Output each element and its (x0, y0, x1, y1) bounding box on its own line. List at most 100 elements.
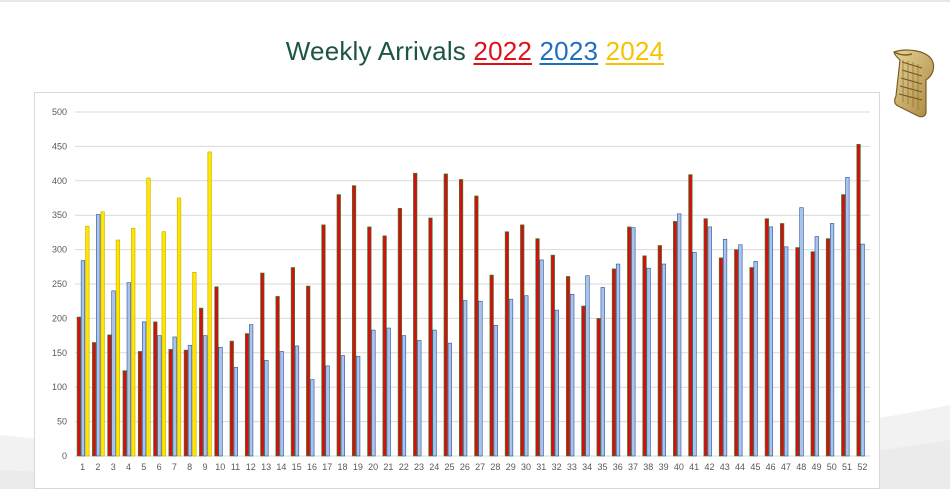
x-tick-label-48: 48 (796, 462, 806, 472)
bar-2022-week-9 (199, 307, 204, 457)
y-tick-label-450: 450 (52, 141, 67, 151)
bar-2022-week-13 (260, 272, 265, 457)
bar-2022-week-52 (856, 144, 861, 457)
y-tick-label-500: 500 (52, 107, 67, 117)
bar-2022-week-42 (703, 218, 708, 457)
bar-2023-week-19 (356, 355, 361, 457)
bar-2022-week-35 (596, 318, 601, 457)
bar-2022-week-17 (321, 224, 326, 457)
bar-2023-week-41 (692, 252, 697, 457)
page-title: Weekly Arrivals 2022 2023 2024 (0, 36, 950, 67)
bar-2023-week-43 (722, 238, 728, 457)
bar-2023-week-14 (279, 351, 284, 457)
bar-2023-week-31 (539, 259, 544, 457)
bar-2023-week-24 (432, 329, 437, 457)
x-tick-label-4: 4 (126, 462, 131, 472)
y-tick-label-350: 350 (52, 210, 67, 220)
x-tick-label-43: 43 (720, 462, 730, 472)
bar-2023-week-30 (524, 295, 529, 457)
x-tick-label-22: 22 (399, 462, 409, 472)
title-prefix: Weekly Arrivals (285, 36, 474, 66)
x-tick-label-38: 38 (643, 462, 653, 472)
bar-2022-week-22 (397, 208, 403, 457)
chart-area: 0 50 100 150 200 250 300 350 400 450 500 1 2 3 4 5 6 7 8 9 1… (34, 92, 880, 489)
bar-2024-week-8 (192, 272, 197, 457)
bar-2023-week-38 (646, 267, 651, 457)
x-tick-label-6: 6 (157, 462, 162, 472)
bar-2023-week-33 (570, 294, 575, 457)
x-tick-label-27: 27 (475, 462, 485, 472)
bar-2024-week-3 (115, 239, 121, 457)
bar-2023-week-17 (325, 365, 330, 457)
bar-2022-week-10 (214, 286, 219, 457)
bar-2023-week-34 (585, 275, 590, 457)
bar-2023-week-27 (478, 300, 483, 457)
bar-2022-week-27 (474, 195, 479, 457)
bar-2024-week-4 (131, 227, 136, 457)
bar-2024-week-7 (176, 197, 182, 457)
x-tick-label-21: 21 (383, 462, 393, 472)
bar-2023-week-7 (172, 336, 177, 457)
bar-2023-week-52 (860, 243, 865, 457)
bar-2023-week-11 (233, 366, 238, 457)
x-tick-label-45: 45 (750, 462, 760, 472)
bar-2022-week-37 (627, 226, 632, 457)
y-tick-label-250: 250 (52, 279, 67, 289)
bar-2023-week-51 (845, 177, 850, 457)
bar-2022-week-19 (351, 185, 357, 457)
x-tick-label-16: 16 (307, 462, 317, 472)
bar-2022-week-38 (642, 255, 647, 457)
bar-2023-week-1 (80, 260, 86, 457)
bar-2022-week-40 (673, 221, 678, 457)
x-tick-label-7: 7 (172, 462, 177, 472)
bar-2022-week-3 (107, 334, 112, 457)
x-tick-label-42: 42 (704, 462, 714, 472)
bar-2022-week-45 (749, 267, 754, 457)
title-year-2023: 2023 (539, 36, 599, 66)
x-tick-label-29: 29 (506, 462, 516, 472)
bar-2022-week-1 (76, 316, 81, 457)
x-tick-label-52: 52 (857, 462, 867, 472)
bar-2023-week-35 (600, 287, 605, 457)
x-tick-label-14: 14 (276, 462, 286, 472)
x-tick-label-40: 40 (674, 462, 684, 472)
bar-2023-week-8 (187, 344, 193, 457)
bar-2023-week-4 (126, 282, 131, 457)
x-tick-label-46: 46 (766, 462, 776, 472)
x-tick-label-35: 35 (597, 462, 607, 472)
x-tick-label-1: 1 (80, 462, 85, 472)
x-tick-label-39: 39 (659, 462, 669, 472)
bar-2022-week-26 (458, 179, 464, 457)
bar-2022-week-16 (306, 285, 311, 457)
y-tick-label-100: 100 (52, 382, 67, 392)
x-tick-label-34: 34 (582, 462, 592, 472)
bar-2022-week-50 (825, 238, 831, 457)
bar-2023-week-2 (96, 214, 101, 457)
bar-2022-week-43 (718, 257, 724, 457)
bar-2023-week-29 (508, 298, 514, 457)
bar-2023-week-21 (386, 327, 391, 457)
bar-2022-week-11 (229, 340, 234, 457)
title-year-2022: 2022 (473, 36, 533, 66)
bar-2022-week-32 (550, 254, 555, 457)
bar-2022-week-4 (122, 370, 127, 457)
x-tick-label-50: 50 (827, 462, 837, 472)
x-tick-label-3: 3 (111, 462, 116, 472)
bar-2023-week-16 (310, 379, 315, 457)
x-tick-label-26: 26 (460, 462, 470, 472)
x-tick-label-18: 18 (338, 462, 348, 472)
bar-2022-week-29 (504, 231, 510, 457)
bar-2022-week-12 (244, 333, 250, 457)
bar-2023-week-36 (615, 263, 621, 457)
bar-2022-week-30 (520, 224, 525, 457)
x-tick-label-32: 32 (552, 462, 562, 472)
x-tick-label-41: 41 (689, 462, 699, 472)
bar-2022-week-8 (183, 349, 188, 457)
bar-2022-week-20 (367, 226, 372, 457)
x-tick-label-51: 51 (842, 462, 852, 472)
bar-2023-week-39 (661, 263, 667, 457)
bar-2023-week-42 (707, 226, 712, 457)
bar-2024-week-2 (100, 211, 105, 457)
bar-2023-week-12 (249, 324, 254, 457)
y-tick-label-150: 150 (52, 348, 67, 358)
